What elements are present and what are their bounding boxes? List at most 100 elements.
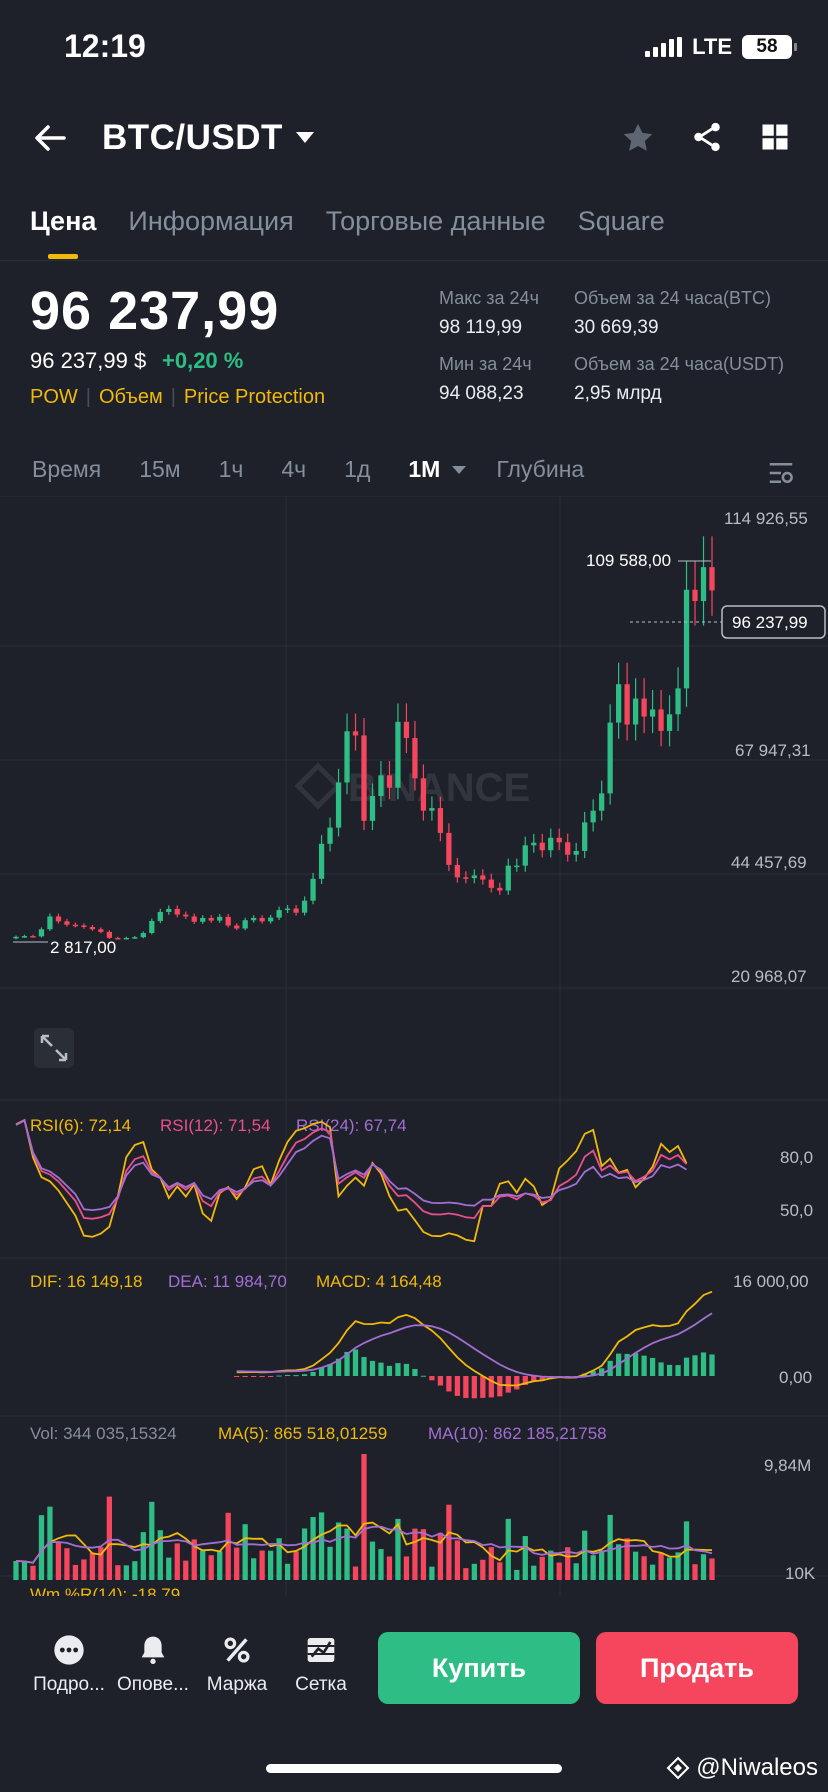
stat-low: Мин за 24ч 94 088,23 bbox=[439, 354, 532, 405]
caret-down-icon[interactable] bbox=[452, 465, 467, 474]
caret-down-icon[interactable] bbox=[296, 132, 314, 143]
settings-sliders-icon bbox=[769, 463, 793, 483]
candle-body bbox=[242, 920, 248, 929]
tag-volume[interactable]: Объем bbox=[98, 386, 163, 408]
volume-bar bbox=[327, 1546, 333, 1580]
interval-time[interactable]: Время bbox=[32, 456, 102, 482]
stat-high-value: 98 119,99 bbox=[439, 317, 523, 338]
status-indicators: LTE 58 bbox=[645, 34, 797, 60]
alerts-button[interactable]: Опове... bbox=[110, 1634, 196, 1696]
pair-selector[interactable]: BTC/USDT bbox=[102, 118, 283, 157]
volume-bar bbox=[437, 1532, 444, 1580]
rsi12-label: RSI(12): 71,54 bbox=[160, 1116, 271, 1135]
layout-button[interactable] bbox=[760, 122, 790, 157]
volume-bar bbox=[225, 1512, 231, 1580]
chart-settings-button[interactable] bbox=[766, 458, 796, 493]
tag-price-protection[interactable]: Price Protection bbox=[183, 386, 326, 408]
candle-body bbox=[700, 567, 707, 602]
y-tick: 20 968,07 bbox=[731, 967, 807, 986]
volume-bar bbox=[149, 1501, 155, 1580]
macd-histogram-bar bbox=[276, 1375, 282, 1377]
volume-bar bbox=[658, 1552, 664, 1580]
macd-histogram-bar bbox=[480, 1376, 486, 1398]
candle-body bbox=[505, 865, 511, 891]
volume-bar bbox=[166, 1557, 172, 1580]
author-credit: @Niwaleos bbox=[666, 1754, 818, 1782]
macd-histogram-bar bbox=[318, 1367, 325, 1376]
interval-1h[interactable]: 1ч bbox=[218, 456, 244, 482]
max-price-label: 109 588,00 bbox=[586, 551, 671, 570]
tab-price[interactable]: Цена bbox=[30, 206, 97, 236]
macd-histogram-bar bbox=[293, 1375, 299, 1377]
vol-level-bottom: 10K bbox=[785, 1564, 816, 1583]
tab-square[interactable]: Square bbox=[577, 206, 665, 236]
buy-button[interactable]: Купить bbox=[378, 1632, 580, 1704]
volume-bar bbox=[641, 1556, 647, 1580]
tab-trading-data[interactable]: Торговые данные bbox=[325, 206, 546, 236]
volume-bar bbox=[81, 1559, 87, 1580]
sell-button[interactable]: Продать bbox=[596, 1632, 798, 1704]
macd-histogram-bar bbox=[666, 1364, 673, 1376]
stat-vol-btc-label: Объем за 24 часа(BTC) bbox=[574, 288, 772, 308]
macd-histogram-bar bbox=[607, 1360, 613, 1376]
price-chart[interactable]: BINANCE 114 926,55 67 947,31 44 457,69 2… bbox=[0, 496, 828, 1596]
bell-icon bbox=[141, 1636, 165, 1664]
expand-chart-button[interactable] bbox=[34, 1028, 74, 1068]
candle-body bbox=[200, 917, 206, 922]
dea-line bbox=[236, 1312, 713, 1379]
volume-bar bbox=[582, 1530, 588, 1580]
vol-ma5-line bbox=[15, 1521, 713, 1564]
volume-bar bbox=[123, 1565, 129, 1580]
volume-bar bbox=[556, 1562, 562, 1580]
interval-1d[interactable]: 1д bbox=[344, 456, 371, 482]
margin-button[interactable]: Маржа bbox=[194, 1634, 280, 1696]
active-tab-indicator bbox=[48, 254, 78, 259]
tag-pow[interactable]: POW bbox=[30, 386, 78, 408]
volume-bar bbox=[386, 1556, 393, 1580]
candle-body bbox=[30, 936, 36, 938]
rsi6-label: RSI(6): 72,14 bbox=[30, 1116, 131, 1135]
volume-bar bbox=[666, 1557, 673, 1580]
volume-bar bbox=[335, 1522, 342, 1580]
stat-high-label: Макс за 24ч bbox=[439, 288, 539, 308]
favorite-button[interactable] bbox=[620, 120, 656, 161]
current-price-tag[interactable]: 96 237,99 bbox=[630, 605, 826, 639]
back-button[interactable] bbox=[30, 118, 70, 158]
macd-level-top: 16 000,00 bbox=[733, 1272, 809, 1291]
candle-body bbox=[361, 735, 367, 821]
candle-body bbox=[632, 698, 639, 725]
interval-15m[interactable]: 15м bbox=[139, 456, 181, 482]
price-change: +0,20 % bbox=[162, 348, 244, 373]
tag-separator: | bbox=[170, 386, 176, 408]
volume-bar bbox=[208, 1555, 214, 1580]
volume-bar bbox=[200, 1550, 206, 1580]
credit-text: @Niwaleos bbox=[696, 1754, 818, 1781]
volume-bar bbox=[140, 1532, 146, 1580]
macd-histogram-bar bbox=[420, 1375, 427, 1377]
candle-body bbox=[420, 778, 427, 811]
interval-4h[interactable]: 4ч bbox=[281, 456, 307, 482]
volume-bar bbox=[412, 1528, 418, 1580]
volume-bar bbox=[446, 1504, 452, 1580]
more-details-button[interactable]: Подро... bbox=[26, 1634, 112, 1696]
macd-panel: DIF: 16 149,18 DEA: 11 984,70 MACD: 4 16… bbox=[30, 1272, 812, 1399]
volume-bar bbox=[38, 1515, 45, 1580]
candle-body bbox=[531, 842, 537, 846]
interval-1M[interactable]: 1М bbox=[408, 456, 441, 482]
depth-tab[interactable]: Глубина bbox=[496, 456, 585, 482]
share-button[interactable] bbox=[690, 120, 724, 159]
volume-bar bbox=[89, 1552, 96, 1580]
volume-bar bbox=[276, 1538, 282, 1580]
macd-histogram-bar bbox=[259, 1376, 265, 1377]
candle-body bbox=[548, 837, 554, 851]
stat-vol-usdt-label: Объем за 24 часа(USDT) bbox=[574, 354, 785, 374]
volume-bar bbox=[429, 1566, 435, 1580]
tab-info[interactable]: Информация bbox=[128, 206, 294, 236]
bottom-item-label: Маржа bbox=[206, 1674, 268, 1695]
grid-trading-button[interactable]: Сетка bbox=[278, 1634, 364, 1696]
macd-histogram-bar bbox=[386, 1365, 393, 1376]
candle-body bbox=[55, 916, 62, 922]
volume-bar bbox=[497, 1562, 503, 1580]
candle-body bbox=[666, 714, 673, 731]
candle-body bbox=[115, 937, 121, 940]
